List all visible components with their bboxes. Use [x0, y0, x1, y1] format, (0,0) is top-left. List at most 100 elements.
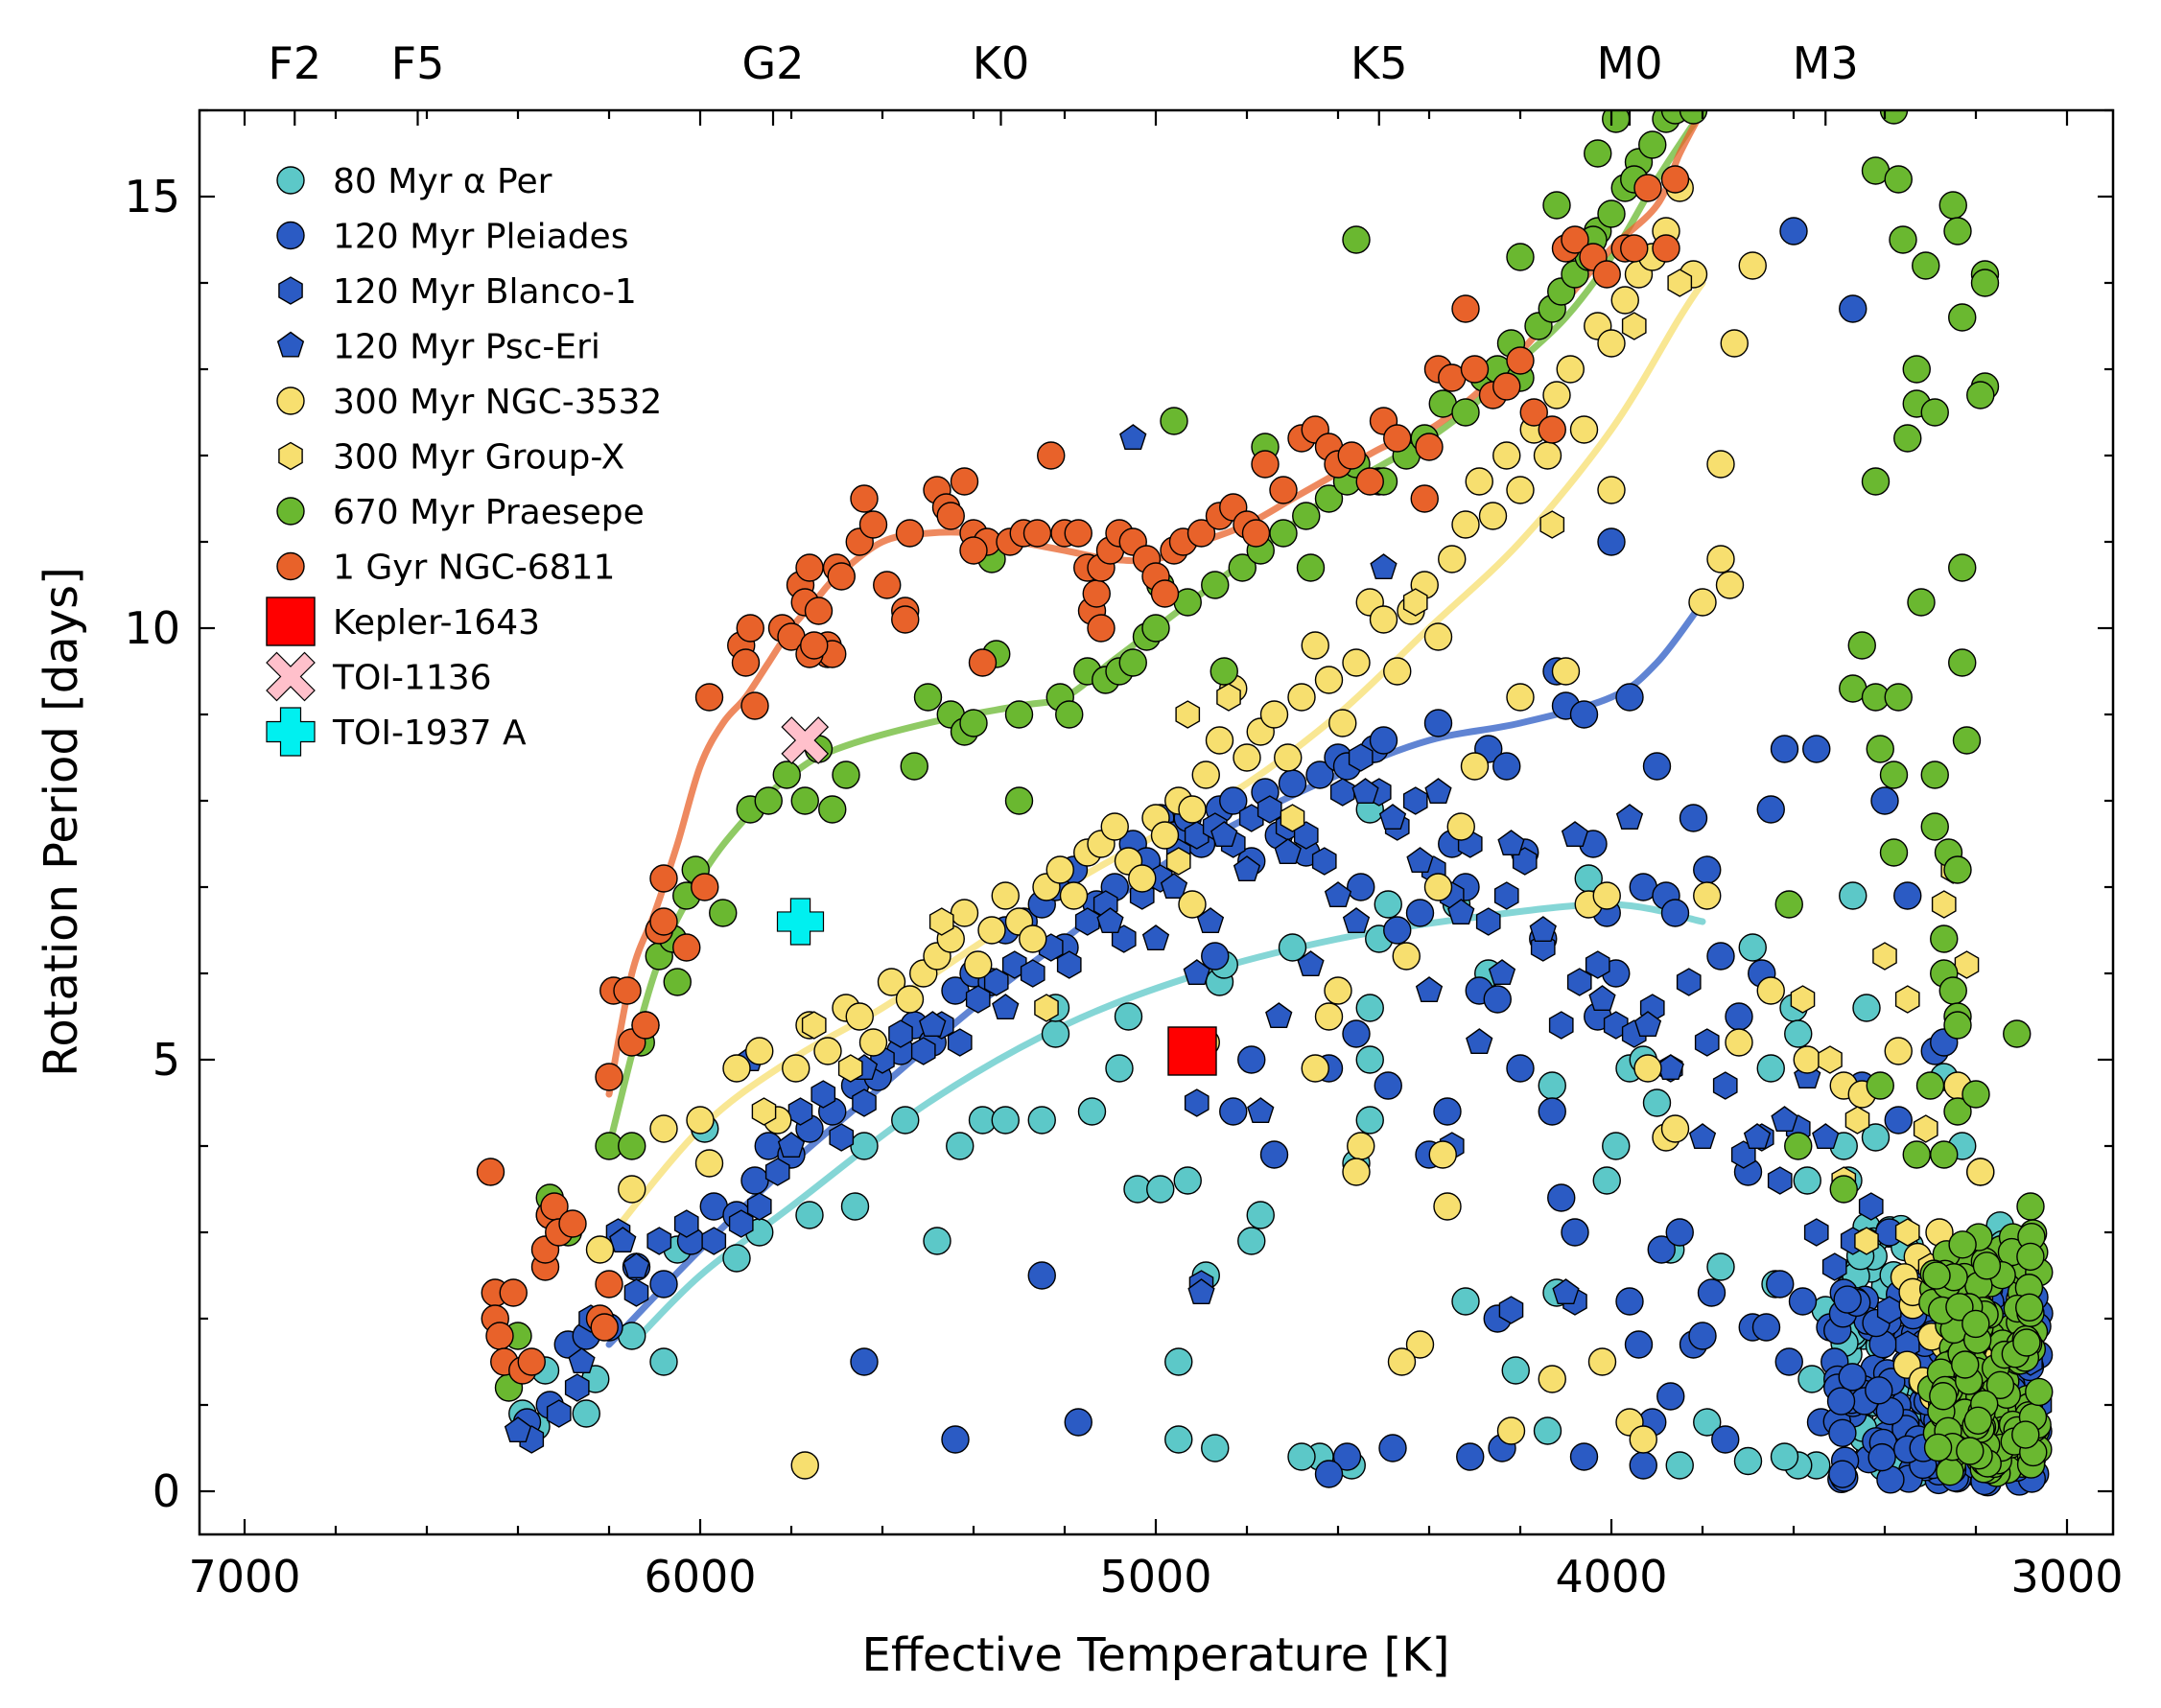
80-myr-per-point — [1756, 1054, 1785, 1083]
300-myr-ngc-3532-point — [1287, 683, 1316, 712]
300-myr-ngc-3532-point — [895, 985, 925, 1014]
80-myr-per-point — [1287, 1442, 1316, 1471]
670-myr-praesepe-point — [1774, 890, 1803, 919]
300-myr-group-x-point — [1621, 312, 1647, 340]
670-myr-praesepe-point — [959, 709, 988, 737]
670-myr-praesepe-point — [709, 899, 738, 927]
300-myr-ngc-3532-point — [1405, 1330, 1435, 1359]
spectral-type-axis: F2 F5 G2 K0 K5 M0 M3 — [268, 37, 1858, 89]
300-myr-ngc-3532-point — [1587, 1347, 1617, 1376]
120-myr-blanco-1-point — [1293, 821, 1319, 850]
legend-80-myr-per-marker — [276, 166, 305, 195]
120-myr-psc-eri-point — [1378, 804, 1407, 830]
300-myr-ngc-3532-point — [1314, 666, 1344, 694]
670-myr-praesepe-point — [1292, 502, 1321, 530]
300-myr-group-x-point — [801, 1011, 827, 1040]
120-myr-pleiades-point — [1506, 1054, 1535, 1083]
120-myr-pleiades-point — [1423, 709, 1453, 737]
tick-labels: 7000 6000 5000 4000 3000 0 5 10 15 — [124, 171, 2123, 1603]
670-myr-praesepe-point — [1963, 1406, 1992, 1435]
1-gyr-ngc-6811-point — [694, 683, 724, 712]
1-gyr-ngc-6811-point — [649, 907, 678, 936]
x-tick-label: 7000 — [188, 1551, 300, 1603]
670-myr-praesepe-point — [1948, 648, 1977, 677]
1-gyr-ngc-6811-point — [613, 976, 642, 1005]
x-tick-label: 4000 — [1555, 1551, 1667, 1603]
670-myr-praesepe-point — [1920, 812, 1949, 841]
300-myr-ngc-3532-point — [1725, 1028, 1753, 1057]
x-tick-label: 5000 — [1099, 1551, 1211, 1603]
120-myr-blanco-1-point — [1803, 1218, 1829, 1247]
300-myr-group-x-point — [1818, 1045, 1843, 1074]
670-myr-praesepe-point — [913, 683, 943, 712]
spectral-type-label: G2 — [742, 37, 805, 89]
670-myr-praesepe-point — [900, 752, 928, 781]
80-myr-per-point — [1642, 1088, 1672, 1117]
120-myr-psc-eri-point — [1771, 1106, 1798, 1133]
300-myr-ngc-3532-point — [1966, 1158, 1995, 1186]
1-gyr-ngc-6811-point — [476, 1158, 505, 1186]
legend-120-myr-blanco-1-marker — [278, 276, 303, 305]
1-gyr-ngc-6811-point — [1633, 174, 1662, 202]
120-myr-pleiades-point — [1492, 752, 1521, 781]
300-myr-ngc-3532-point — [1884, 1037, 1913, 1065]
120-myr-pleiades-point — [1597, 527, 1626, 556]
legend-300-myr-group-x-marker — [278, 441, 303, 471]
data-points — [476, 110, 2054, 1497]
120-myr-psc-eri-point — [609, 1227, 637, 1253]
legend-670-myr-praesepe-label: 670 Myr Praesepe — [333, 493, 645, 532]
670-myr-praesepe-point — [1679, 110, 1708, 125]
300-myr-ngc-3532-point — [858, 1028, 888, 1057]
670-myr-praesepe-point — [1342, 225, 1371, 254]
1-gyr-ngc-6811-point — [1492, 372, 1521, 401]
670-myr-praesepe-point — [1542, 191, 1571, 220]
80-myr-per-point — [1173, 1166, 1202, 1195]
120-myr-psc-eri-point — [1812, 1123, 1840, 1150]
120-myr-blanco-1-point — [764, 1158, 790, 1186]
670-myr-praesepe-point — [1506, 243, 1535, 271]
670-myr-praesepe-point — [1922, 1261, 1951, 1290]
120-myr-pleiades-point — [1278, 769, 1307, 798]
1-gyr-ngc-6811-point — [1150, 579, 1180, 608]
670-myr-praesepe-point — [790, 786, 819, 815]
legend-670-myr-praesepe-marker — [276, 497, 305, 526]
1-gyr-ngc-6811-point — [485, 1322, 514, 1350]
300-myr-group-x-point — [1931, 890, 1957, 919]
120-myr-pleiades-point — [1629, 1451, 1657, 1480]
670-myr-praesepe-point — [2025, 1377, 2054, 1407]
300-myr-ngc-3532-point — [950, 899, 979, 927]
120-myr-pleiades-point — [1833, 1285, 1862, 1314]
legend-kepler-1643-label: Kepler-1643 — [333, 603, 540, 643]
670-myr-praesepe-point — [1784, 1132, 1813, 1160]
120-myr-psc-eri-point — [1187, 1278, 1215, 1305]
120-myr-pleiades-point — [1405, 899, 1435, 927]
120-myr-psc-eri-point — [1342, 907, 1371, 933]
120-myr-blanco-1-point — [888, 1019, 913, 1048]
120-myr-psc-eri-point — [1447, 899, 1475, 924]
1-gyr-ngc-6811-point — [517, 1347, 546, 1376]
300-myr-ngc-3532-point — [585, 1235, 615, 1264]
300-myr-ngc-3532-point — [1324, 976, 1352, 1005]
300-myr-ngc-3532-point — [1633, 1054, 1662, 1083]
300-myr-ngc-3532-point — [1342, 1158, 1371, 1186]
670-myr-praesepe-point — [618, 1132, 646, 1160]
120-myr-pleiades-point — [1547, 1183, 1576, 1212]
670-myr-praesepe-point — [1597, 199, 1626, 228]
300-myr-ngc-3532-point — [1793, 1045, 1821, 1074]
670-myr-praesepe-point — [2015, 1293, 2044, 1322]
300-myr-ngc-3532-point — [1597, 476, 1626, 504]
670-myr-praesepe-point — [1210, 657, 1238, 686]
120-myr-blanco-1-point — [1548, 1011, 1574, 1040]
300-myr-ngc-3532-point — [1259, 700, 1289, 729]
670-myr-praesepe-point — [1889, 225, 1917, 254]
120-myr-psc-eri-point — [1561, 821, 1589, 847]
300-myr-ngc-3532-point — [877, 968, 906, 996]
80-myr-per-point — [923, 1227, 951, 1255]
300-myr-group-x-point — [837, 1054, 863, 1083]
1-gyr-ngc-6811-point — [891, 605, 920, 634]
120-myr-pleiades-point — [941, 1425, 970, 1454]
80-myr-per-point — [1852, 994, 1881, 1022]
300-myr-ngc-3532-point — [1706, 450, 1735, 479]
80-myr-per-point — [1114, 1002, 1143, 1031]
